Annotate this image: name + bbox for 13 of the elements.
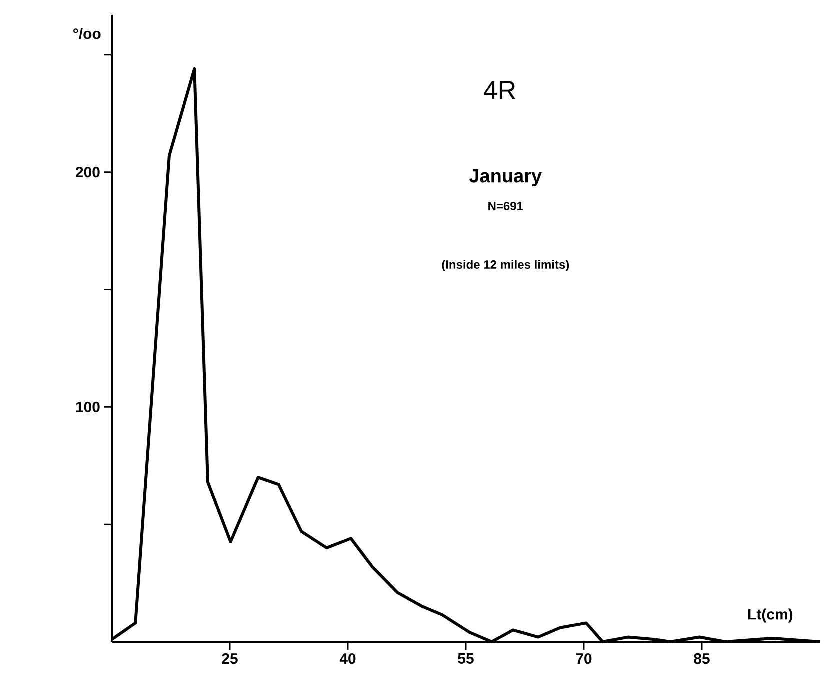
x-axis-title: Lt(cm)	[748, 608, 793, 623]
annotation: (Inside 12 miles limits)	[442, 260, 570, 272]
text: January	[469, 170, 542, 187]
x-tick-label: 70	[576, 654, 592, 664]
y-tick-label: 200	[76, 167, 100, 178]
text: 4R	[484, 81, 516, 100]
x-tick-label: 40	[340, 654, 356, 664]
y-axis-title: °/oo	[74, 28, 101, 40]
y-tick-label: 100	[76, 402, 100, 412]
x-tick-label: 25	[222, 654, 238, 664]
x-tick-label: 55	[458, 654, 474, 664]
x-tick-label: 85	[694, 654, 710, 664]
annotation: N=691	[488, 202, 524, 210]
